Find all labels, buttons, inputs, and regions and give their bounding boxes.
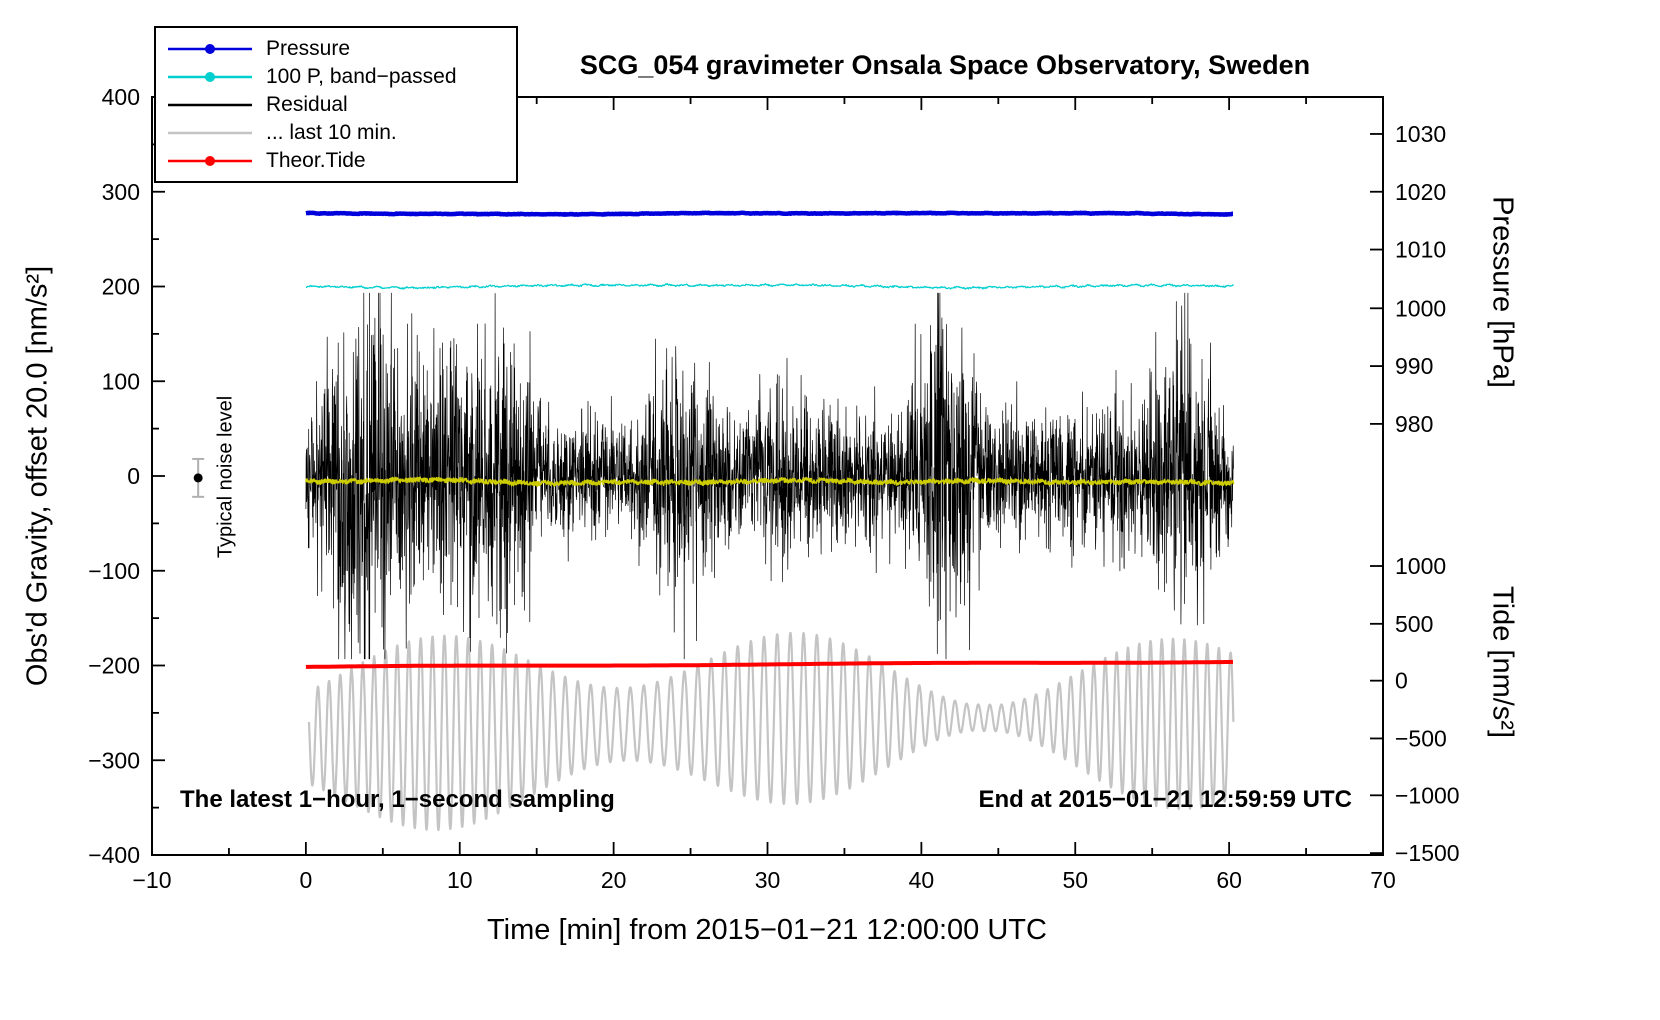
- series-group: [304, 210, 1235, 832]
- y-axis-label-gravity: Obs'd Gravity, offset 20.0 [nm/s²]: [21, 265, 54, 687]
- x-tick-label: 40: [909, 867, 935, 893]
- x-tick-label: 10: [447, 867, 473, 893]
- tide-tick-label: 1000: [1395, 553, 1446, 579]
- series-residual-filtered-line: [305, 476, 1235, 487]
- x-tick-label: 50: [1062, 867, 1088, 893]
- series-pressure-line: [304, 210, 1235, 217]
- gravity-tick-label: −300: [88, 747, 140, 773]
- gravity-tick-label: −200: [88, 653, 140, 679]
- pressure-tick-label: 1010: [1395, 237, 1446, 263]
- tide-tick-label: 500: [1395, 611, 1433, 637]
- series-last-10-min-line: [307, 631, 1235, 832]
- pressure-tick-label: 1030: [1395, 121, 1446, 147]
- series-theor-tide-line: [305, 659, 1234, 669]
- tide-tick-label: −1500: [1395, 840, 1460, 866]
- gravity-tick-label: 400: [102, 84, 140, 110]
- legend-swatch-icon: [168, 43, 252, 54]
- pressure-tick-label: 990: [1395, 353, 1433, 379]
- x-tick-label: 70: [1370, 867, 1396, 893]
- chart-title: SCG_054 gravimeter Onsala Space Observat…: [579, 50, 1311, 80]
- x-tick-label: 30: [755, 867, 781, 893]
- gravity-tick-label: 300: [102, 179, 140, 205]
- series-residual-line: [305, 292, 1234, 660]
- legend-label: Pressure: [266, 36, 351, 60]
- gravity-tick-label: 100: [102, 368, 140, 394]
- legend-item-4: Theor.Tide: [164, 147, 516, 174]
- series-band-passed-pressure-line: [305, 283, 1234, 290]
- legend-swatch-icon: [168, 131, 252, 134]
- legend-swatch-icon: [168, 103, 252, 106]
- x-tick-label: 20: [601, 867, 627, 893]
- pressure-tick-label: 980: [1395, 411, 1433, 437]
- legend-label: ... last 10 min.: [266, 120, 397, 144]
- legend-label: Theor.Tide: [266, 148, 366, 172]
- noise-level-label: Typical noise level: [214, 395, 237, 559]
- y-axis-label-tide: Tide [nm/s²]: [1486, 585, 1519, 739]
- gravity-tick-label: 0: [127, 463, 140, 489]
- pressure-tick-label: 1000: [1395, 295, 1446, 321]
- legend-label: Residual: [266, 92, 348, 116]
- noise-marker-dot: [193, 473, 203, 483]
- legend-item-1: 100 P, band−passed: [164, 63, 516, 90]
- x-tick-label: 0: [299, 867, 312, 893]
- tide-tick-label: −500: [1395, 725, 1447, 751]
- legend-label: 100 P, band−passed: [266, 64, 457, 88]
- x-tick-label: −10: [132, 867, 171, 893]
- legend-item-2: Residual: [164, 91, 516, 118]
- tide-tick-label: −1000: [1395, 782, 1460, 808]
- gravity-tick-label: −400: [88, 842, 140, 868]
- legend-item-0: Pressure: [164, 35, 516, 62]
- gravity-tick-label: 200: [102, 274, 140, 300]
- legend-swatch-icon: [168, 155, 252, 166]
- annotation-end-time: End at 2015−01−21 12:59:59 UTC: [978, 786, 1352, 813]
- legend-swatch-icon: [168, 71, 252, 82]
- x-tick-label: 60: [1216, 867, 1242, 893]
- legend-item-3: ... last 10 min.: [164, 119, 516, 146]
- pressure-tick-label: 1020: [1395, 179, 1446, 205]
- tide-tick-label: 0: [1395, 668, 1408, 694]
- x-axis-label: Time [min] from 2015−01−21 12:00:00 UTC: [487, 914, 1047, 946]
- gravity-tick-label: −100: [88, 558, 140, 584]
- y-axis-label-pressure: Pressure [hPa]: [1486, 196, 1519, 388]
- annotation-sampling: The latest 1−hour, 1−second sampling: [180, 786, 615, 813]
- legend: Pressure 100 P, band−passed Residual ... la…: [154, 26, 518, 183]
- axes-group: −10 0 10 20 30 40 50 60 70−400−300−200−100010020…: [88, 84, 1459, 893]
